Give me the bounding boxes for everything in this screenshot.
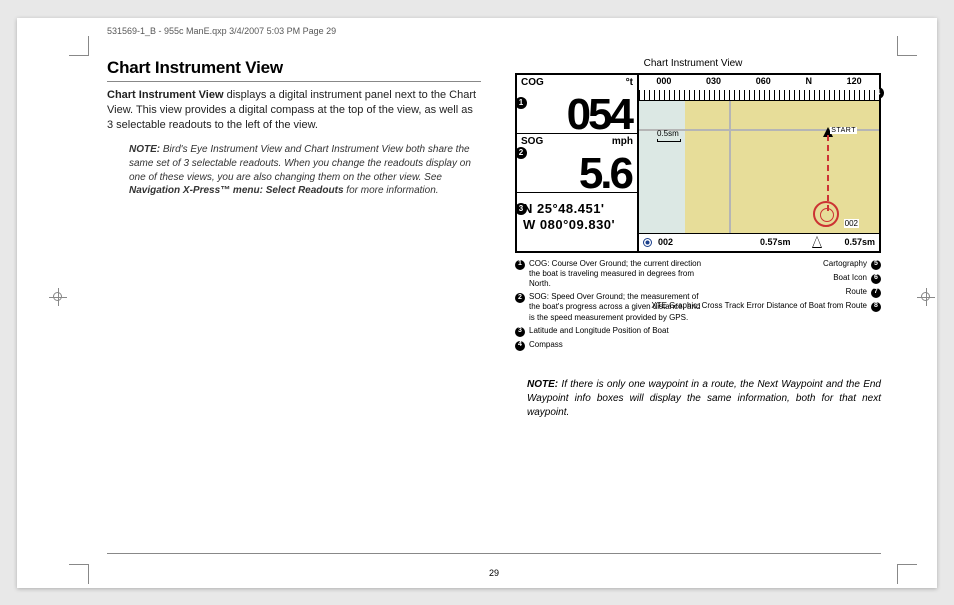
- crop-mark: [69, 564, 89, 584]
- note2-body: If there is only one waypoint in a route…: [527, 379, 881, 418]
- note-label: NOTE:: [527, 379, 558, 390]
- sog-value: 5.6: [521, 157, 633, 191]
- water-region: [639, 101, 685, 233]
- chart-bottom-bar: 002 0.57sm 0.57sm: [639, 233, 879, 251]
- note-block-1: NOTE: Bird's Eye Instrument View and Cha…: [107, 143, 481, 198]
- crop-mark: [897, 36, 917, 56]
- road-line: [729, 101, 731, 251]
- legend-num: 7: [871, 288, 881, 298]
- legend-item: 4 Compass: [515, 340, 706, 351]
- content-area: Chart Instrument View Chart Instrument V…: [107, 58, 881, 558]
- legend-text: XTE Graphic: Cross Track Error Distance …: [651, 301, 867, 311]
- readout-cog: COG °t 054: [517, 75, 637, 134]
- crop-mark: [897, 564, 917, 584]
- cog-value: 054: [521, 98, 633, 132]
- figure-title: Chart Instrument View: [505, 58, 881, 69]
- manual-page: 531569-1_B - 955c ManE.qxp 3/4/2007 5:03…: [17, 18, 937, 588]
- legend-text: Latitude and Longitude Position of Boat: [529, 326, 706, 336]
- readouts-panel: COG °t 054 SOG mph 5.6 N: [517, 75, 639, 251]
- note-block-2: NOTE: If there is only one waypoint in a…: [505, 378, 881, 421]
- cog-label: COG: [521, 77, 544, 88]
- note-text-b: Navigation X-Press™ menu: Select Readout…: [129, 185, 344, 196]
- intro-strong: Chart Instrument View: [107, 89, 224, 101]
- map-area: 000 030 060 N 120 0.5sm: [639, 75, 879, 251]
- print-slug: 531569-1_B - 955c ManE.qxp 3/4/2007 5:03…: [107, 26, 336, 36]
- legend-text: Cartography: [823, 259, 867, 269]
- figure-legend: 1 COG: Course Over Ground; the current d…: [515, 259, 881, 354]
- sog-unit: mph: [612, 136, 633, 147]
- legend-num: 1: [515, 260, 525, 270]
- lon-value: W 080°09.830': [523, 217, 633, 233]
- bottom-dist-r: 0.57sm: [844, 237, 875, 247]
- boat-mini-icon: [812, 236, 822, 248]
- legend-text: Compass: [529, 340, 706, 350]
- legend-item: XTE Graphic: Cross Track Error Distance …: [722, 301, 881, 312]
- note-label: NOTE:: [129, 144, 160, 155]
- compass-tick: 030: [706, 76, 721, 86]
- note-text-a: Bird's Eye Instrument View and Chart Ins…: [129, 144, 471, 183]
- scale-bar: [657, 139, 681, 142]
- legend-item: Route 7: [722, 287, 881, 298]
- intro-paragraph: Chart Instrument View displays a digital…: [107, 88, 481, 134]
- registration-mark: [49, 288, 67, 306]
- compass-tick: 060: [756, 76, 771, 86]
- sog-label: SOG: [521, 136, 543, 147]
- compass-strip: 000 030 060 N 120: [639, 75, 879, 101]
- crop-mark: [69, 36, 89, 56]
- route-line: [827, 135, 829, 211]
- legend-num: 4: [515, 341, 525, 351]
- legend-num: 8: [871, 302, 881, 312]
- waypoint-icon: [643, 238, 652, 247]
- readout-sog: SOG mph 5.6: [517, 134, 637, 193]
- compass-ticks: [639, 90, 879, 100]
- compass-tick: 000: [656, 76, 671, 86]
- legend-text: Boat Icon: [833, 273, 867, 283]
- bottom-rule: [107, 553, 881, 554]
- waypoint-ring: [813, 201, 839, 227]
- scale-label: 0.5sm: [657, 129, 679, 138]
- cog-unit: °t: [626, 77, 633, 88]
- readout-position: N 25°48.451' W 080°09.830': [517, 193, 637, 251]
- lat-value: N 25°48.451': [523, 201, 633, 217]
- bottom-dist-l: 0.57sm: [760, 237, 791, 247]
- legend-text: Route: [846, 287, 867, 297]
- compass-tick: N: [805, 76, 812, 86]
- legend-num: 6: [871, 274, 881, 284]
- compass-tick: 120: [847, 76, 862, 86]
- left-column: Chart Instrument View Chart Instrument V…: [107, 58, 481, 558]
- section-title: Chart Instrument View: [107, 58, 481, 82]
- bottom-wp: 002: [658, 237, 673, 247]
- legend-right-col: Cartography 5 Boat Icon 6 Route 7 XTE Gr…: [722, 259, 881, 354]
- legend-item: 3 Latitude and Longitude Position of Boa…: [515, 326, 706, 337]
- legend-num: 5: [871, 260, 881, 270]
- device-screenshot: 1 2 3 4 5 6 7 8 COG °t 054: [515, 73, 881, 253]
- start-label: START: [830, 127, 857, 134]
- waypoint-label: 002: [844, 219, 859, 228]
- page-number: 29: [489, 568, 499, 578]
- legend-num: 2: [515, 293, 525, 303]
- legend-text: COG: Course Over Ground; the current dir…: [529, 259, 706, 290]
- legend-item: Boat Icon 6: [722, 273, 881, 284]
- legend-item: 1 COG: Course Over Ground; the current d…: [515, 259, 706, 290]
- right-column: Chart Instrument View 1 2 3 4 5 6 7 8 CO…: [505, 58, 881, 558]
- registration-mark: [917, 288, 935, 306]
- legend-item: Cartography 5: [722, 259, 881, 270]
- note-text-c: for more information.: [344, 185, 439, 196]
- legend-num: 3: [515, 327, 525, 337]
- chart-canvas: 0.5sm START 002 002 0.57sm: [639, 101, 879, 251]
